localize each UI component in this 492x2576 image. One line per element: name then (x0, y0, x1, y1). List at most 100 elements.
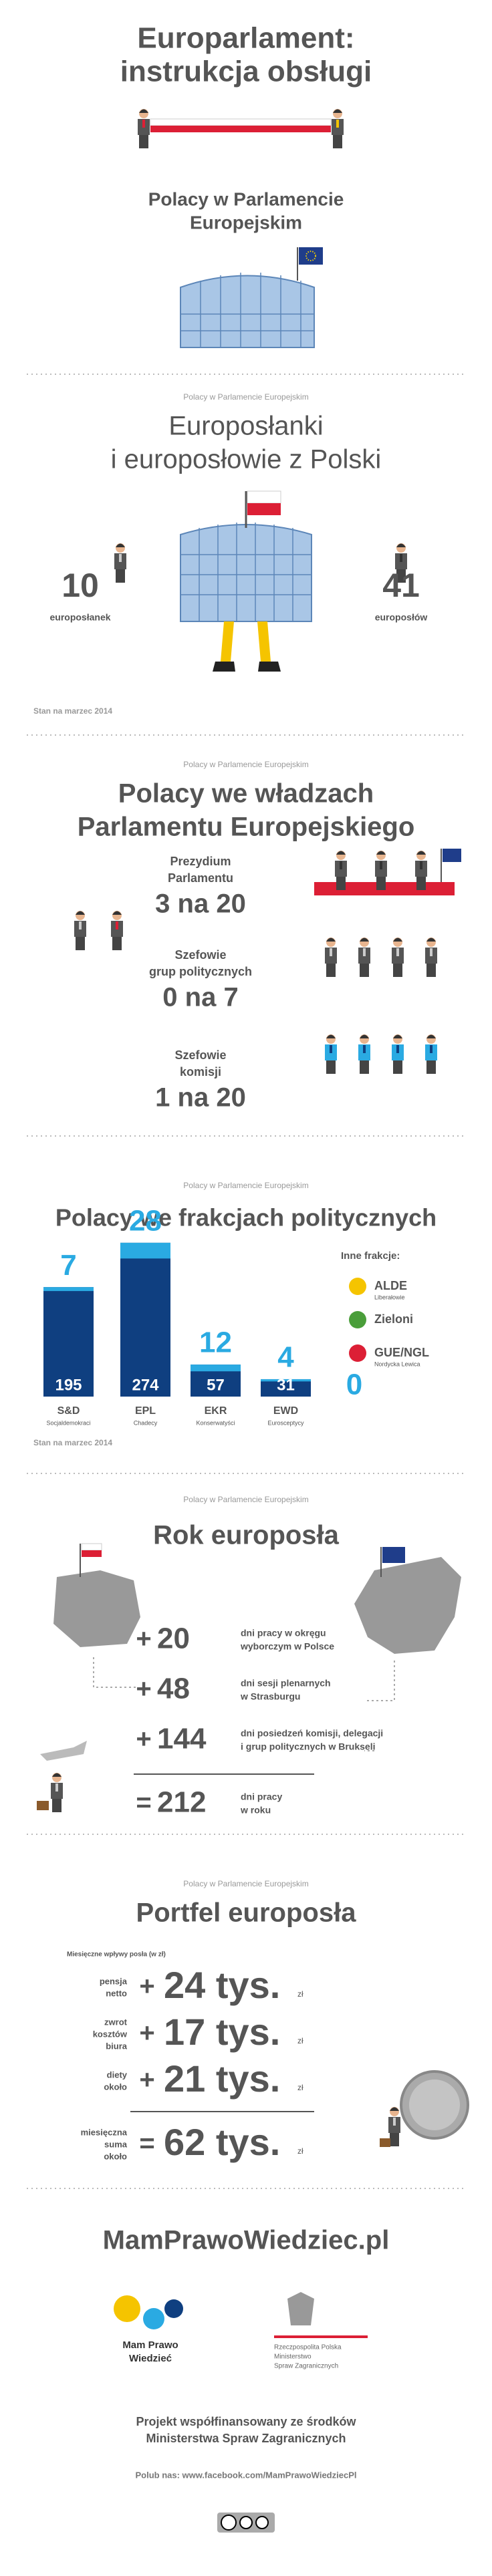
person-icon (395, 543, 407, 583)
bar-total (261, 1379, 311, 1397)
category-label: EPL (135, 1405, 156, 1417)
funding: Projekt współfinansowany ze środków (136, 2415, 356, 2428)
money-unit: zł (297, 2146, 303, 2156)
money-unit: zł (297, 1989, 303, 1999)
kicker: Polacy w Parlamencie Europejskim (183, 1495, 308, 1504)
authority-label: Prezydium (170, 855, 231, 868)
bar-total (120, 1242, 170, 1397)
person-tie (55, 1783, 58, 1792)
person-tie (330, 1045, 332, 1053)
person-hair (393, 938, 402, 942)
person-icon (358, 938, 370, 977)
total-label: 57 (207, 1376, 225, 1394)
days-desc: dni pracy w okręgu (241, 1628, 326, 1638)
days-value: 144 (157, 1723, 207, 1755)
section-title: i europosłowie z Polski (111, 445, 382, 474)
logo-msz (274, 2292, 368, 2338)
women-label: europosłanek (49, 612, 110, 623)
page-title: Europarlament: (137, 22, 354, 55)
person-legs (326, 964, 336, 977)
subcategory-label: Konserwatyści (196, 1419, 235, 1426)
person-icon (335, 851, 347, 890)
money-label: suma (104, 2139, 128, 2149)
person-hair (426, 938, 436, 942)
authority-value: 0 na 7 (162, 983, 238, 1012)
sign: + (136, 1725, 151, 1754)
section-title: Europejskim (190, 212, 302, 233)
person-tie (420, 861, 422, 869)
person-legs (390, 2133, 399, 2146)
sign: + (139, 1972, 154, 2001)
person-icon (358, 1034, 370, 1074)
person-hair (116, 543, 125, 547)
person-legs (416, 877, 426, 890)
days-value: 48 (157, 1673, 190, 1705)
logo-text: Wiedzieć (129, 2353, 172, 2364)
authority-label: komisji (180, 1065, 221, 1079)
banner (150, 118, 332, 132)
person-hair (52, 1773, 62, 1777)
person-tie (393, 2118, 396, 2126)
person-icon (375, 851, 387, 890)
faction-name: Zieloni (374, 1312, 413, 1326)
briefcase (37, 1801, 49, 1810)
person-icon (425, 938, 437, 977)
total-label: 274 (132, 1376, 159, 1394)
person-tie (340, 861, 342, 869)
person-hair (336, 851, 346, 855)
person-tie (396, 1045, 399, 1053)
days-value: 20 (157, 1622, 190, 1655)
page-title: instrukcja obsługi (120, 55, 372, 88)
authority-label: Szefowie (174, 1048, 226, 1062)
person-hair (360, 1034, 369, 1038)
person-legs (333, 135, 342, 148)
person-legs (376, 877, 386, 890)
sign: + (136, 1675, 151, 1704)
category-label: EWD (273, 1405, 298, 1417)
bar-polish (43, 1287, 94, 1292)
person-tie (79, 921, 82, 929)
person-icon (392, 938, 404, 977)
faction-desc: Liberałowie (374, 1294, 405, 1300)
bar-polish (191, 1365, 241, 1372)
faction-name: GUE/NGL (374, 1346, 429, 1359)
sign: + (139, 2065, 154, 2095)
bar-polish (261, 1379, 311, 1382)
person-hair (393, 1034, 402, 1038)
days-value: 212 (157, 1786, 206, 1819)
person-icon (332, 109, 344, 148)
person-tie (380, 861, 382, 869)
briefcase (380, 2138, 390, 2147)
section-title: Portfel europosła (136, 1898, 357, 1928)
money-label: diety (107, 2069, 128, 2080)
faction-logo (349, 1344, 366, 1362)
person-icon (325, 1034, 337, 1074)
person-legs (393, 964, 402, 977)
money-label: około (104, 2082, 127, 2092)
note: Stan na marzec 2014 (33, 706, 112, 716)
person-hair (76, 911, 85, 915)
polish-label: 28 (129, 1204, 162, 1237)
funding: Ministerstwa Spraw Zagranicznych (146, 2432, 346, 2445)
authority-label: grup politycznych (149, 965, 252, 978)
section-title: Parlamentu Europejskiego (78, 813, 415, 842)
person-legs (112, 937, 122, 950)
money-label: pensja (100, 1976, 128, 1986)
person-icon (138, 109, 150, 148)
person-tie (116, 921, 118, 929)
coin (400, 2070, 469, 2140)
kicker: Polacy w Parlamencie Europejskim (183, 1181, 308, 1190)
person-hair (390, 2107, 399, 2111)
person-icon (425, 1034, 437, 1074)
person-legs (426, 1060, 436, 1074)
person-icon (392, 1034, 404, 1074)
section-title: Polacy w Parlamencie (148, 188, 344, 209)
person-tie (400, 554, 402, 562)
person-legs (139, 135, 148, 148)
polish-label: 4 (277, 1341, 294, 1374)
money-label: około (104, 2151, 127, 2161)
category-label: S&D (57, 1405, 80, 1417)
faction-logo (349, 1311, 366, 1328)
person-hair (326, 938, 336, 942)
